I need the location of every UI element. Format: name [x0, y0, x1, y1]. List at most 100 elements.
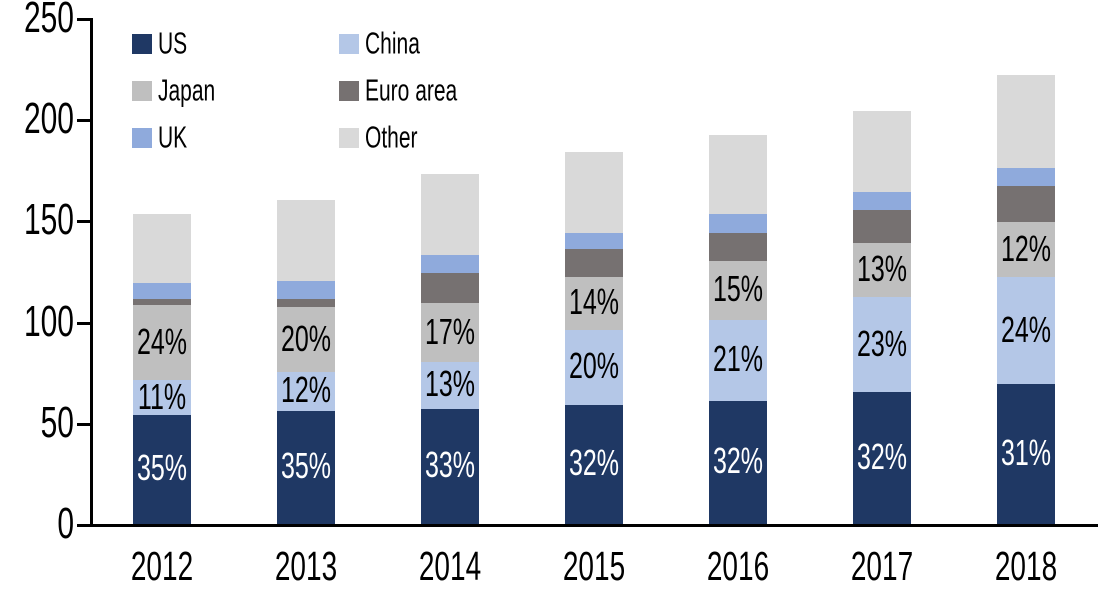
bar-segment-uk-2015 [565, 232, 623, 249]
x-tick-label-2018: 2018 [994, 543, 1058, 589]
bar-label-us-2017: 32% [856, 437, 908, 478]
legend-item-china: China [339, 29, 519, 59]
x-tick-label-2017: 2017 [850, 543, 914, 589]
legend-swatch-uk [132, 128, 152, 148]
bar-label-china-2013: 12% [280, 370, 332, 411]
bar-segment-other-2014 [421, 173, 479, 255]
bar-segment-japan-2015 [565, 277, 623, 330]
bar-segment-euro-area-2015 [565, 248, 623, 278]
y-tick-label-200: 200 [23, 95, 74, 144]
x-tick-label-2014: 2014 [418, 543, 482, 589]
x-tick-label-2016: 2016 [706, 543, 770, 589]
x-tick-label-2012: 2012 [130, 543, 194, 589]
bar-label-china-2014: 13% [424, 364, 476, 405]
legend-item-japan: Japan [132, 76, 312, 106]
bar-label-japan-2013: 20% [280, 318, 332, 360]
y-tick-label-0: 0 [57, 500, 74, 549]
bar-label-china-2016: 21% [712, 339, 764, 380]
y-axis-line [90, 18, 93, 527]
bar-segment-japan-2012 [133, 305, 191, 381]
legend-swatch-japan [132, 81, 152, 101]
bar-segment-japan-2014 [421, 303, 479, 363]
x-tick-label-2015: 2015 [562, 543, 626, 589]
bar-segment-uk-2014 [421, 254, 479, 273]
legend-item-uk: UK [132, 123, 312, 153]
bar-label-china-2015: 20% [568, 346, 620, 387]
legend-swatch-euro-area [339, 81, 359, 101]
y-tick-label-50: 50 [40, 399, 74, 447]
bar-label-japan-2017: 13% [856, 248, 908, 290]
bar-segment-us-2014 [421, 408, 479, 524]
legend-label-japan: Japan [158, 74, 216, 108]
y-tick-150 [77, 220, 90, 224]
bar-segment-us-2015 [565, 404, 623, 524]
legend-item-euro-area: Euro area [339, 76, 519, 106]
x-tick-label-2013: 2013 [274, 543, 338, 589]
legend-label-euro-area: Euro area [365, 74, 458, 108]
bar-label-japan-2015: 14% [568, 282, 620, 323]
bar-segment-other-2013 [277, 200, 335, 282]
bar-segment-us-2018 [997, 384, 1055, 524]
y-tick-50 [77, 422, 90, 426]
bar-segment-china-2017 [853, 297, 911, 393]
bar-segment-other-2015 [565, 151, 623, 233]
bar-segment-china-2018 [997, 277, 1055, 385]
bar-segment-uk-2018 [997, 167, 1055, 186]
bar-segment-us-2012 [133, 414, 191, 524]
legend-label-uk: UK [158, 121, 188, 155]
bar-segment-euro-area-2013 [277, 299, 335, 308]
bar-segment-us-2017 [853, 392, 911, 524]
y-tick-label-150: 150 [23, 196, 74, 245]
bar-segment-japan-2016 [709, 260, 767, 320]
bar-segment-uk-2017 [853, 192, 911, 211]
bar-segment-euro-area-2016 [709, 232, 767, 261]
legend-label-other: Other [365, 121, 418, 155]
bar-segment-other-2012 [133, 214, 191, 284]
y-tick-100 [77, 321, 90, 325]
bar-segment-china-2012 [133, 380, 191, 415]
bar-label-us-2014: 33% [424, 445, 476, 486]
bar-segment-us-2016 [709, 400, 767, 524]
y-tick-label-100: 100 [23, 297, 74, 346]
bar-segment-japan-2018 [997, 222, 1055, 278]
legend-swatch-us [132, 34, 152, 54]
bar-segment-china-2014 [421, 362, 479, 409]
bar-segment-us-2013 [277, 410, 335, 524]
y-tick-0 [77, 524, 90, 527]
legend-item-other: Other [339, 123, 519, 153]
bar-label-japan-2012: 24% [136, 321, 188, 363]
bar-segment-china-2015 [565, 329, 623, 405]
bar-segment-euro-area-2014 [421, 273, 479, 304]
bar-label-us-2015: 32% [568, 443, 620, 484]
bar-label-china-2017: 23% [856, 323, 908, 365]
bar-label-us-2018: 31% [1000, 433, 1052, 474]
bar-label-us-2016: 32% [712, 441, 764, 482]
bar-segment-euro-area-2017 [853, 210, 911, 243]
bar-segment-uk-2016 [709, 214, 767, 233]
bar-segment-japan-2013 [277, 307, 335, 373]
y-tick-250 [77, 18, 90, 21]
y-tick-200 [77, 119, 90, 123]
bar-segment-other-2018 [997, 74, 1055, 168]
bar-label-japan-2014: 17% [424, 311, 476, 353]
bar-label-us-2013: 35% [280, 446, 332, 487]
bar-segment-other-2017 [853, 111, 911, 193]
bar-segment-china-2016 [709, 319, 767, 401]
legend-swatch-other [339, 128, 359, 148]
bar-segment-other-2016 [709, 135, 767, 215]
legend-label-china: China [365, 27, 420, 61]
bar-segment-uk-2012 [133, 283, 191, 300]
bar-label-china-2018: 24% [1000, 309, 1052, 351]
bar-segment-euro-area-2012 [133, 299, 191, 306]
legend-swatch-china [339, 34, 359, 54]
bar-label-us-2012: 35% [136, 448, 188, 489]
bar-segment-euro-area-2018 [997, 185, 1055, 223]
x-axis-line [90, 524, 1098, 527]
bar-label-japan-2018: 12% [1000, 228, 1052, 270]
y-tick-label-250: 250 [23, 0, 74, 43]
bar-segment-japan-2017 [853, 242, 911, 298]
legend-item-us: US [132, 29, 312, 59]
bar-label-japan-2016: 15% [712, 269, 764, 310]
bar-segment-china-2013 [277, 372, 335, 411]
